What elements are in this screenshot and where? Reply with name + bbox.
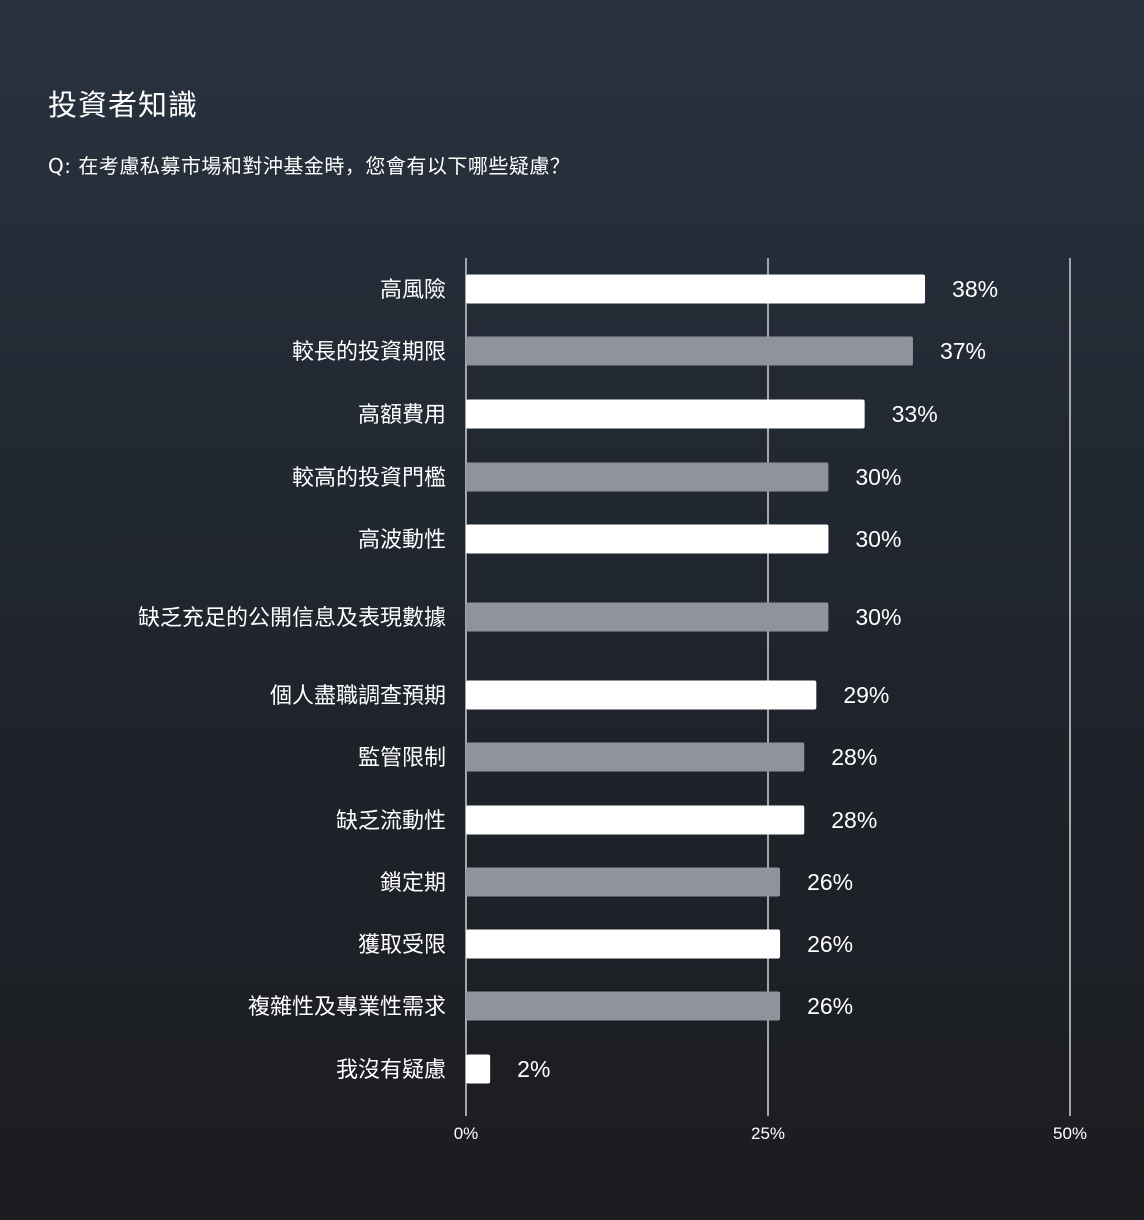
- category-label: 鎖定期: [380, 871, 446, 896]
- x-tick-label: 50%: [1053, 1124, 1087, 1143]
- bar: [466, 1054, 491, 1084]
- category-label: 高波動性: [358, 528, 446, 553]
- value-label: 30%: [855, 526, 901, 552]
- bar: [466, 805, 805, 835]
- bar: [466, 991, 781, 1021]
- category-label: 獲取受限: [358, 933, 446, 958]
- category-label: 複雜性及專業性需求: [248, 995, 446, 1020]
- value-label: 2%: [517, 1056, 550, 1082]
- category-label: 高額費用: [358, 403, 446, 428]
- value-label: 26%: [807, 869, 853, 895]
- bar: [466, 602, 829, 632]
- value-label: 30%: [855, 464, 901, 490]
- x-tick-label: 0%: [454, 1124, 479, 1143]
- category-label: 缺乏充足的公開信息及表現數據: [138, 606, 446, 631]
- value-label: 33%: [892, 401, 938, 427]
- value-label: 28%: [831, 807, 877, 833]
- category-label: 個人盡職調查預期: [270, 684, 446, 709]
- category-label: 監管限制: [358, 746, 446, 771]
- x-tick-label: 25%: [751, 1124, 785, 1143]
- bar: [466, 524, 829, 554]
- value-label: 30%: [855, 604, 901, 630]
- value-label: 26%: [807, 993, 853, 1019]
- bar: [466, 462, 829, 492]
- bar: [466, 336, 913, 366]
- category-label: 缺乏流動性: [336, 809, 446, 834]
- bar: [466, 274, 926, 304]
- bar: [466, 929, 781, 959]
- bar: [466, 867, 781, 897]
- value-label: 37%: [940, 338, 986, 364]
- page-title: 投資者知識: [48, 88, 199, 122]
- category-label: 高風險: [380, 278, 446, 303]
- value-label: 38%: [952, 276, 998, 302]
- bar: [466, 680, 817, 710]
- bar: [466, 399, 865, 429]
- value-label: 26%: [807, 931, 853, 957]
- survey-question: Q: 在考慮私募市場和對沖基金時，您會有以下哪些疑慮？: [48, 154, 571, 178]
- category-label: 較長的投資期限: [292, 340, 446, 365]
- bar: [466, 742, 805, 772]
- category-label: 較高的投資門檻: [292, 466, 446, 491]
- value-label: 29%: [843, 682, 889, 708]
- value-label: 28%: [831, 744, 877, 770]
- category-label: 我沒有疑慮: [336, 1058, 446, 1083]
